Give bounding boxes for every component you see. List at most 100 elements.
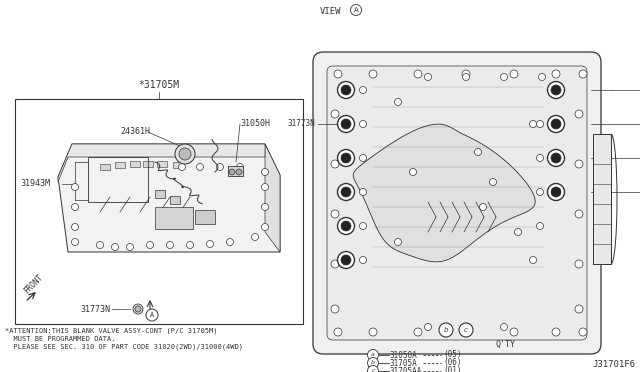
- Circle shape: [334, 328, 342, 336]
- Circle shape: [97, 241, 104, 248]
- Text: a: a: [371, 353, 375, 357]
- FancyBboxPatch shape: [327, 66, 587, 340]
- Text: b: b: [371, 360, 375, 366]
- Circle shape: [575, 210, 583, 218]
- Circle shape: [229, 169, 235, 175]
- Circle shape: [72, 224, 79, 231]
- Circle shape: [166, 241, 173, 248]
- Text: J31701F6: J31701F6: [592, 360, 635, 369]
- Circle shape: [547, 150, 564, 167]
- Circle shape: [331, 160, 339, 168]
- Circle shape: [547, 115, 564, 132]
- Circle shape: [331, 305, 339, 313]
- Circle shape: [536, 189, 543, 196]
- Circle shape: [351, 4, 362, 16]
- Circle shape: [331, 260, 339, 268]
- Bar: [155, 207, 193, 229]
- Text: 31050H: 31050H: [240, 119, 270, 128]
- Circle shape: [463, 74, 470, 80]
- Bar: [170, 196, 180, 204]
- Circle shape: [551, 153, 561, 163]
- Circle shape: [394, 99, 401, 106]
- Circle shape: [147, 241, 154, 248]
- Circle shape: [552, 328, 560, 336]
- Circle shape: [367, 366, 378, 372]
- Text: (01): (01): [443, 366, 461, 372]
- Circle shape: [463, 324, 470, 330]
- Circle shape: [474, 148, 481, 155]
- Circle shape: [341, 85, 351, 95]
- Circle shape: [459, 323, 473, 337]
- Circle shape: [538, 74, 545, 80]
- Circle shape: [547, 183, 564, 201]
- Circle shape: [414, 70, 422, 78]
- Circle shape: [262, 203, 269, 211]
- Circle shape: [575, 260, 583, 268]
- Circle shape: [341, 255, 351, 265]
- Circle shape: [424, 74, 431, 80]
- Circle shape: [360, 154, 367, 161]
- Circle shape: [337, 115, 355, 132]
- Circle shape: [551, 85, 561, 95]
- Circle shape: [175, 144, 195, 164]
- Circle shape: [216, 164, 223, 170]
- Circle shape: [369, 328, 377, 336]
- Circle shape: [515, 228, 522, 235]
- Text: 31705A: 31705A: [390, 359, 418, 368]
- Text: FRONT: FRONT: [22, 273, 45, 295]
- Circle shape: [579, 328, 587, 336]
- Circle shape: [536, 222, 543, 230]
- Text: VIEW: VIEW: [320, 7, 342, 16]
- Circle shape: [227, 238, 234, 246]
- Circle shape: [479, 203, 486, 211]
- Circle shape: [360, 222, 367, 230]
- Circle shape: [262, 183, 269, 190]
- Circle shape: [252, 234, 259, 241]
- Bar: [228, 166, 243, 176]
- Circle shape: [510, 70, 518, 78]
- Bar: [173, 162, 183, 168]
- Text: 31050A: 31050A: [390, 350, 418, 359]
- Bar: [157, 161, 167, 167]
- Bar: [88, 157, 148, 202]
- Text: 31773N: 31773N: [80, 305, 110, 314]
- Polygon shape: [58, 144, 265, 182]
- Circle shape: [133, 304, 143, 314]
- Text: *31705M: *31705M: [138, 80, 180, 90]
- Circle shape: [410, 169, 417, 176]
- Circle shape: [510, 328, 518, 336]
- Polygon shape: [58, 144, 280, 252]
- Circle shape: [490, 179, 497, 186]
- Circle shape: [424, 324, 431, 330]
- Text: 31943M: 31943M: [20, 180, 50, 189]
- Circle shape: [337, 251, 355, 269]
- Circle shape: [111, 244, 118, 250]
- Circle shape: [236, 169, 242, 175]
- Circle shape: [575, 305, 583, 313]
- Circle shape: [367, 357, 378, 369]
- Circle shape: [72, 183, 79, 190]
- Circle shape: [331, 210, 339, 218]
- Circle shape: [414, 328, 422, 336]
- Circle shape: [179, 164, 186, 170]
- Circle shape: [462, 70, 470, 78]
- Bar: [155, 190, 165, 198]
- Circle shape: [552, 70, 560, 78]
- Text: PLEASE SEE SEC. 310 OF PART CODE 31020(2WD)/31000(4WD): PLEASE SEE SEC. 310 OF PART CODE 31020(2…: [5, 344, 243, 350]
- Text: c: c: [464, 327, 468, 333]
- Circle shape: [529, 121, 536, 128]
- Circle shape: [394, 238, 401, 246]
- Circle shape: [551, 119, 561, 129]
- Circle shape: [341, 153, 351, 163]
- Text: b: b: [444, 327, 448, 333]
- Circle shape: [135, 306, 141, 312]
- Circle shape: [529, 257, 536, 263]
- Text: MUST BE PROGRAMMED DATA.: MUST BE PROGRAMMED DATA.: [5, 336, 115, 342]
- Bar: [130, 161, 140, 167]
- Circle shape: [551, 187, 561, 197]
- Text: 31773N: 31773N: [287, 119, 315, 128]
- Text: A: A: [354, 7, 358, 13]
- Circle shape: [146, 309, 158, 321]
- Bar: [115, 162, 125, 168]
- Circle shape: [179, 148, 191, 160]
